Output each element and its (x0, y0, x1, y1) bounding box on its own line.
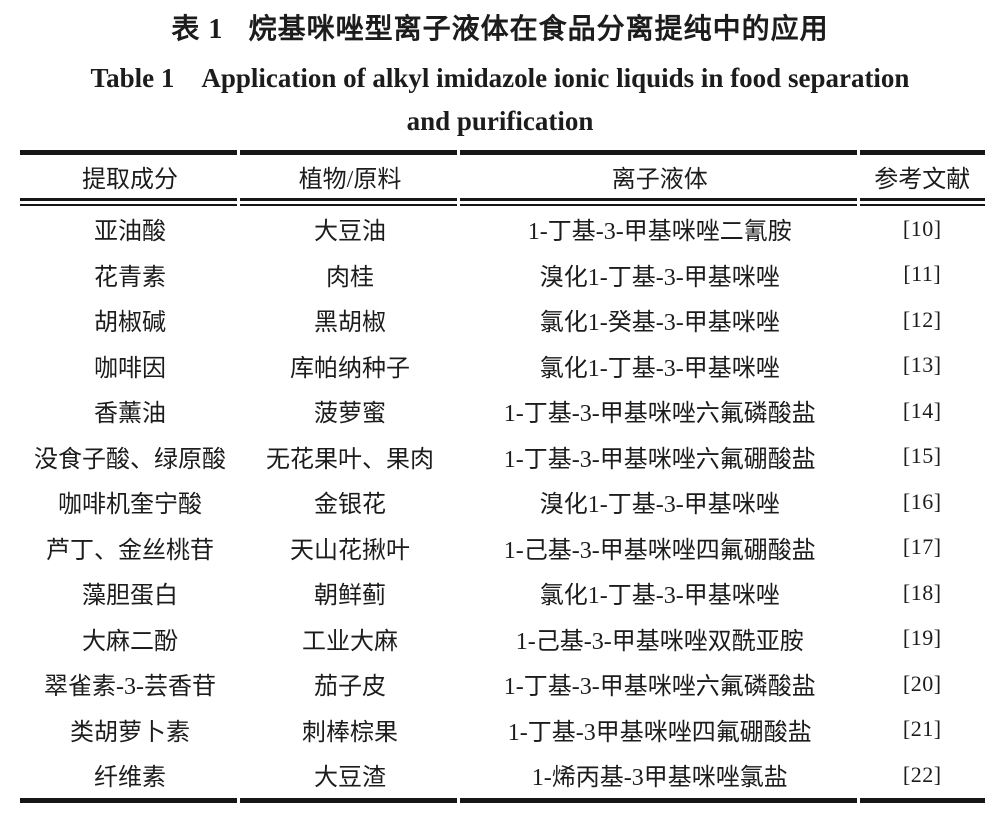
rule-segment (859, 150, 985, 155)
table-row: 咖啡机奎宁酸 金银花 溴化1-丁基-3-甲基咪唑 [16] (20, 479, 985, 525)
table-title-english-line1: Table 1 Application of alkyl imidazole io… (0, 60, 1000, 96)
header-double-rule (20, 198, 985, 206)
table-cell: [10] (902, 215, 942, 241)
table-row: 纤维素 大豆渣 1-烯丙基-3甲基咪唑氯盐 [22] (20, 752, 985, 798)
table-cell: 1-丁基-3-甲基咪唑六氟硼酸盐 (503, 446, 816, 473)
column-header-ionic-liquid: 离子液体 (611, 167, 708, 193)
table-cell: 亚油酸 (94, 219, 166, 246)
table-row: 没食子酸、绿原酸 无花果叶、果肉 1-丁基-3-甲基咪唑六氟硼酸盐 [15] (20, 434, 985, 480)
table-cell: 翠雀素-3-芸香苷 (44, 674, 216, 701)
table-cell: 花青素 (94, 264, 166, 291)
table-cell: [11] (903, 261, 942, 287)
table-cell: 金银花 (314, 492, 387, 519)
table-cell: 溴化1-丁基-3-甲基咪唑 (539, 264, 780, 291)
table-cell: [21] (902, 716, 942, 742)
table-row: 大麻二酚 工业大麻 1-己基-3-甲基咪唑双酰亚胺 [19] (20, 616, 985, 662)
table-cell: 1-烯丙基-3甲基咪唑氯盐 (531, 765, 788, 792)
table-cell: 1-丁基-3甲基咪唑四氟硼酸盐 (507, 719, 812, 746)
table-row: 类胡萝卜素 刺棒棕果 1-丁基-3甲基咪唑四氟硼酸盐 [21] (20, 707, 985, 753)
table-cell: [19] (902, 625, 942, 651)
rule-segment (20, 198, 238, 206)
table-cell: 刺棒棕果 (302, 719, 399, 746)
rule-segment (20, 797, 238, 803)
table-cell: 菠萝蜜 (314, 401, 387, 428)
table-cell: 溴化1-丁基-3-甲基咪唑 (539, 492, 780, 519)
table-cell: 朝鲜蓟 (314, 583, 387, 610)
rule-segment (460, 150, 857, 155)
table-cell: [14] (902, 397, 942, 423)
table-cell: 藻胆蛋白 (82, 583, 178, 610)
table-title-chinese-text: 烷基咪唑型离子液体在食品分离提纯中的应用 (248, 14, 829, 45)
table-cell: [17] (902, 534, 942, 560)
table-cell: [15] (902, 443, 942, 469)
table-cell: 香薰油 (94, 401, 166, 428)
table-cell: 1-己基-3-甲基咪唑四氟硼酸盐 (503, 537, 816, 564)
table-cell: [20] (902, 670, 942, 696)
page-root: 表 1 烷基咪唑型离子液体在食品分离提纯中的应用 Table 1 Applicati… (0, 12, 1000, 803)
table-row: 亚油酸 大豆油 1-丁基-3-甲基咪唑二氰胺 [10] (20, 206, 985, 252)
table-rule-top (20, 150, 985, 155)
column-header-component: 提取成分 (82, 167, 178, 193)
table-cell: 大豆油 (314, 219, 387, 246)
table-cell: 没食子酸、绿原酸 (34, 446, 226, 473)
table-cell: 茄子皮 (314, 674, 387, 701)
table-row: 香薰油 菠萝蜜 1-丁基-3-甲基咪唑六氟磷酸盐 [14] (20, 388, 985, 434)
table-row: 花青素 肉桂 溴化1-丁基-3-甲基咪唑 [11] (20, 252, 985, 298)
column-header-plant-material: 植物/原料 (298, 167, 402, 193)
rule-segment (460, 797, 857, 803)
table-row: 芦丁、金丝桃苷 天山花揪叶 1-己基-3-甲基咪唑四氟硼酸盐 [17] (20, 525, 985, 571)
table-cell: 纤维素 (94, 765, 166, 792)
table-cell: 天山花揪叶 (290, 537, 411, 564)
table-cell: 氯化1-丁基-3-甲基咪唑 (539, 355, 780, 382)
table-cell: 1-丁基-3-甲基咪唑二氰胺 (527, 219, 792, 246)
table-title-chinese: 表 1 烷基咪唑型离子液体在食品分离提纯中的应用 (0, 12, 1000, 48)
table-cell: 1-丁基-3-甲基咪唑六氟磷酸盐 (503, 401, 816, 428)
table-cell: 库帕纳种子 (290, 355, 411, 382)
table-header-row: 提取成分 植物/原料 离子液体 参考文献 (20, 155, 985, 198)
rule-segment (859, 797, 985, 803)
table-cell: [16] (902, 488, 942, 514)
rule-segment (460, 198, 857, 206)
table-cell: [18] (902, 579, 942, 605)
table-title-english-line2: and purification (406, 106, 594, 136)
table-cell: 1-己基-3-甲基咪唑双酰亚胺 (515, 628, 804, 655)
rule-segment (240, 150, 458, 155)
table-row: 翠雀素-3-芸香苷 茄子皮 1-丁基-3-甲基咪唑六氟磷酸盐 [20] (20, 661, 985, 707)
table-cell: [13] (902, 352, 942, 378)
table-row: 胡椒碱 黑胡椒 氯化1-癸基-3-甲基咪唑 [12] (20, 297, 985, 343)
table-title-english-text: Application of alkyl imidazole ionic liq… (201, 63, 910, 93)
rule-segment (240, 198, 458, 206)
rule-segment (20, 150, 238, 155)
table-cell: 黑胡椒 (314, 310, 387, 337)
table-row: 藻胆蛋白 朝鲜蓟 氯化1-丁基-3-甲基咪唑 [18] (20, 570, 985, 616)
table-rule-bottom (20, 797, 985, 803)
applications-table: 提取成分 植物/原料 离子液体 参考文献 亚油酸 大豆油 1-丁基-3-甲基咪唑二氰… (20, 150, 985, 803)
table-cell: 胡椒碱 (94, 310, 166, 337)
table-body: 亚油酸 大豆油 1-丁基-3-甲基咪唑二氰胺 [10] 花青素 肉桂 溴化1-丁基-3-甲基… (20, 206, 985, 798)
table-cell: 氯化1-癸基-3-甲基咪唑 (539, 310, 780, 337)
table-cell: 1-丁基-3-甲基咪唑六氟磷酸盐 (503, 674, 816, 701)
table-cell: 肉桂 (326, 264, 375, 291)
rule-segment (859, 198, 985, 206)
table-cell: 咖啡机奎宁酸 (58, 492, 202, 519)
table-cell: 大麻二酚 (82, 628, 178, 655)
table-cell: 大豆渣 (314, 765, 387, 792)
rule-segment (240, 797, 458, 803)
table-cell: 无花果叶、果肉 (266, 446, 435, 473)
table-cell: 类胡萝卜素 (70, 719, 190, 746)
table-number-chinese: 表 1 (171, 14, 224, 45)
table-row: 咖啡因 库帕纳种子 氯化1-丁基-3-甲基咪唑 [13] (20, 343, 985, 389)
table-number-english: Table 1 (90, 63, 175, 93)
table-cell: 氯化1-丁基-3-甲基咪唑 (539, 583, 780, 610)
table-cell: 工业大麻 (302, 628, 399, 655)
table-cell: [22] (902, 761, 942, 787)
table-cell: 咖啡因 (94, 355, 166, 382)
table-cell: 芦丁、金丝桃苷 (46, 537, 214, 564)
column-header-reference: 参考文献 (874, 167, 971, 193)
table-cell: [12] (902, 306, 942, 332)
